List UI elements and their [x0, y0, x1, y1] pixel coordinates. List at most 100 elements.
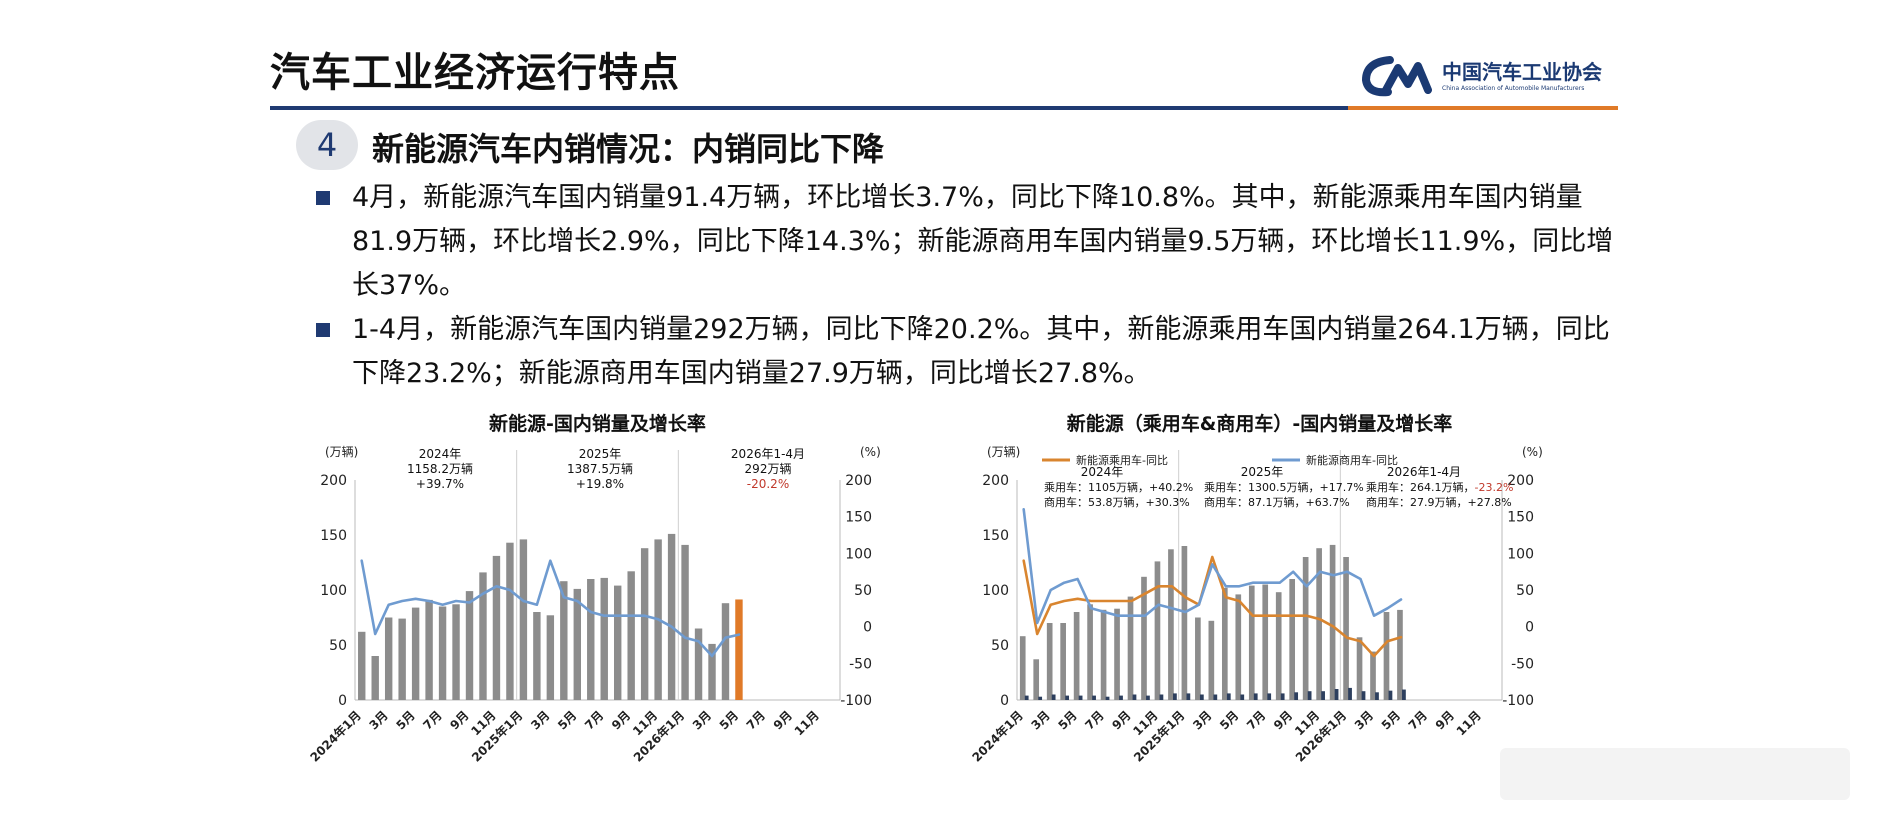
bar-国内销量 [425, 599, 433, 700]
bar-乘用车销量 [1019, 636, 1026, 700]
left-axis-unit: (万辆) [325, 445, 358, 459]
left-tick-label: 50 [991, 638, 1009, 654]
bar-国内销量 [465, 591, 474, 700]
bar-商用车销量 [1105, 696, 1110, 700]
line-新能源商用车-同比 [1022, 508, 1403, 625]
bar-乘用车销量 [1114, 608, 1120, 700]
x-tick-label: 5月 [1217, 708, 1241, 732]
bar-乘用车销量 [1100, 609, 1107, 700]
annotation-passenger-value: 乘用车：264.1万辆， [1366, 480, 1475, 494]
bar-国内销量 [398, 618, 406, 700]
bar-商用车销量 [1173, 693, 1177, 700]
annotation-passenger: 乘用车：264.1万辆，-23.2% [1366, 480, 1513, 494]
bar-乘用车销量 [1356, 637, 1363, 700]
bullet-text-2: 1-4月，新能源汽车国内销量292万辆，同比下降20.2%。其中，新能源乘用车国… [352, 314, 1610, 389]
annotation-growth: -20.2% [747, 477, 789, 491]
bar-国内销量 [708, 643, 716, 700]
left-tick-label: 150 [320, 528, 347, 544]
chart-right: 新能源（乘用车&商用车）-国内销量及增长率 (万辆) (%) 200 150 100 50 0… [969, 412, 1543, 765]
bar-商用车销量 [1226, 693, 1231, 700]
bar-乘用车销量 [1033, 659, 1040, 700]
bar-商用车销量 [1307, 691, 1312, 700]
bar-国内销量 [479, 572, 487, 700]
left-tick-label: 0 [338, 693, 347, 709]
left-tick-label: 100 [982, 583, 1009, 599]
bar-乘用车销量 [1343, 557, 1349, 700]
bar-国内销量 [614, 585, 622, 700]
bar-国内销量 [587, 579, 595, 700]
bar-乘用车销量 [1087, 604, 1093, 700]
bar-乘用车销量 [1370, 651, 1376, 700]
caam-logo-icon [1361, 56, 1432, 97]
bar-乘用车销量 [1208, 620, 1215, 700]
right-tick-label: 200 [1507, 473, 1534, 489]
x-tick-label: 3月 [1029, 708, 1053, 732]
bar-乘用车销量 [1060, 623, 1066, 700]
annotation-label: 2025年 [1241, 465, 1284, 479]
bar-国内销量 [600, 577, 608, 700]
bar-商用车销量 [1334, 689, 1339, 700]
x-tick-label: 11月 [792, 708, 822, 738]
right-tick-label: 150 [1507, 510, 1534, 526]
bar-乘用车销量 [1262, 584, 1269, 700]
x-tick-label: 7月 [1082, 708, 1106, 732]
bar-国内销量 [438, 606, 447, 700]
section-title: 新能源汽车内销情况：内销同比下降 [372, 130, 885, 168]
bar-商用车销量 [1213, 694, 1218, 700]
bar-商用车销量 [1119, 695, 1123, 700]
x-tick-label: 7月 [420, 708, 444, 732]
bar-乘用车销量 [1302, 557, 1309, 700]
chart-left: 新能源-国内销量及增长率 (万辆) (%) 200 150 100 50 0 200 150 100… [307, 412, 881, 765]
bar-乘用车销量 [1127, 596, 1134, 700]
bar-国内销量 [721, 603, 730, 700]
legend-label: 新能源乘用车-同比 [1076, 453, 1168, 467]
bar-乘用车销量 [1329, 544, 1336, 700]
bar-国内销量 [506, 542, 514, 700]
bar-国内销量 [533, 612, 541, 700]
bar-商用车销量 [1146, 695, 1150, 700]
bar-乘用车销量 [1181, 546, 1188, 700]
x-tick-label: 5月 [393, 708, 417, 732]
logo-en-text: China Association of Automobile Manufact… [1442, 85, 1585, 92]
bar-乘用车销量 [1289, 579, 1296, 700]
x-tick-label: 5月 [1379, 708, 1403, 732]
bar-乘用车销量 [1235, 594, 1242, 700]
x-tick-label: 7月 [1244, 708, 1268, 732]
annotation-label: 2025年 [579, 447, 622, 461]
bar-商用车销量 [1051, 694, 1056, 700]
bar-商用车销量 [1024, 695, 1029, 700]
bar-国内销量 [560, 581, 568, 700]
x-tick-label: 5月 [1055, 708, 1079, 732]
left-axis-unit: (万辆) [987, 445, 1020, 459]
right-tick-label: -50 [1511, 656, 1534, 672]
annotation-value: 1387.5万辆 [567, 462, 633, 476]
bar-国内销量 [358, 631, 366, 700]
x-tick-label: 2024年1月 [969, 708, 1026, 765]
bar-国内销量 [411, 607, 420, 700]
section-number: 4 [296, 120, 358, 170]
bullet-marker-2 [316, 323, 330, 337]
bar-商用车销量 [1294, 692, 1299, 700]
bar-商用车销量 [1199, 694, 1204, 700]
bar-商用车销量 [1267, 693, 1272, 700]
right-axis-unit: (%) [860, 445, 881, 459]
bar-商用车销量 [1388, 690, 1393, 700]
bar-乘用车销量 [1275, 592, 1282, 700]
annotation-passenger-growth: -23.2% [1475, 481, 1514, 494]
bar-乘用车销量 [1154, 561, 1161, 700]
right-axis-unit: (%) [1522, 445, 1543, 459]
chart-title: 新能源-国内销量及增长率 [489, 412, 706, 435]
right-tick-label: 0 [863, 620, 872, 636]
slide-title: 汽车工业经济运行特点 [270, 50, 680, 96]
bar-商用车销量 [1280, 693, 1285, 700]
annotation-commercial: 商用车：87.1万辆，+63.7% [1204, 495, 1350, 509]
bar-国内销量 [627, 571, 635, 700]
bar-乘用车销量 [1195, 617, 1201, 700]
x-tick-label: 5月 [555, 708, 579, 732]
logo-cn-text: 中国汽车工业协会 [1442, 60, 1602, 84]
left-tick-label: 150 [982, 528, 1009, 544]
x-tick-label: 3月 [367, 708, 391, 732]
bar-商用车销量 [1038, 696, 1043, 700]
x-tick-label: 7月 [1406, 708, 1430, 732]
header-divider [270, 106, 1618, 110]
